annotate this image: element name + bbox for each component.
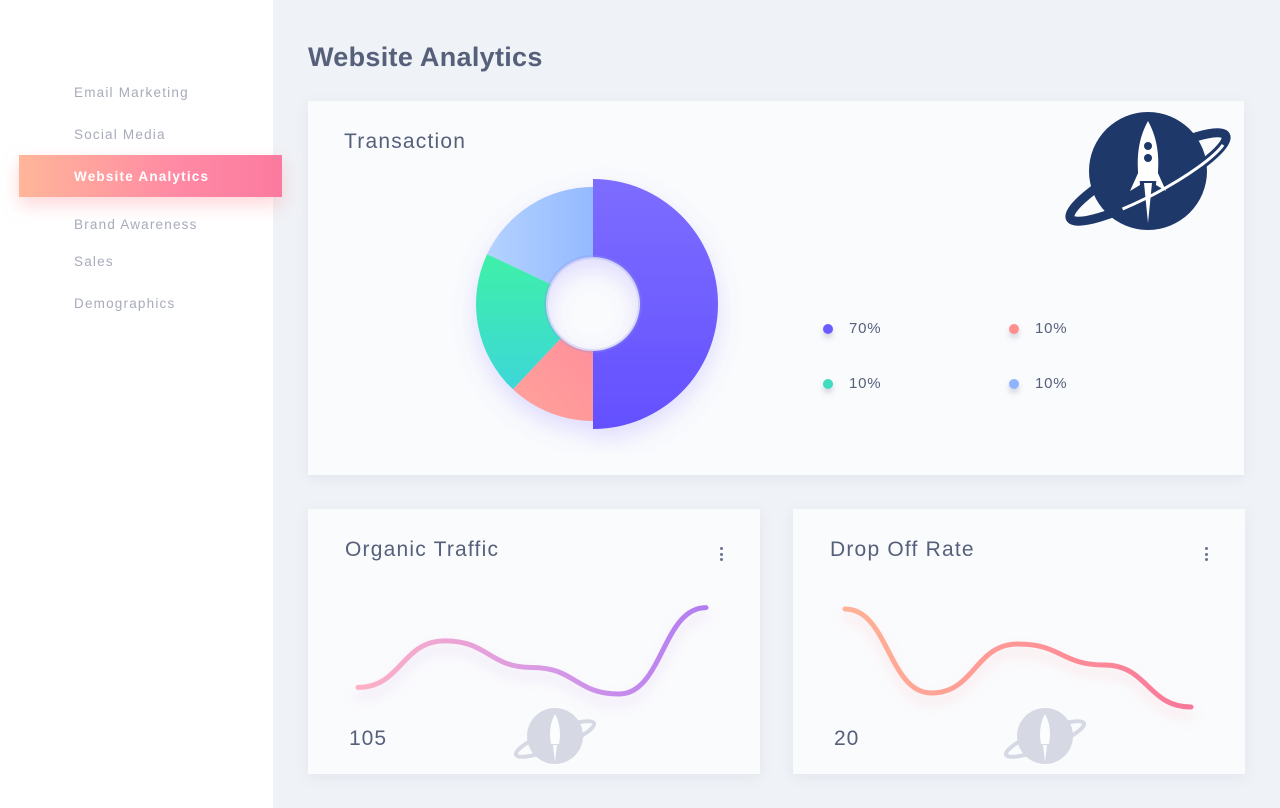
legend-label: 10%	[1035, 375, 1068, 392]
sidebar-item-demographics[interactable]: Demographics	[74, 296, 176, 311]
sidebar-item-social-media[interactable]: Social Media	[74, 127, 166, 142]
legend-item: 70%	[823, 320, 881, 337]
legend-label: 10%	[849, 375, 882, 392]
drop-off-rate-value: 20	[834, 727, 860, 750]
drop-off-rate-card: Drop Off Rate 20	[793, 509, 1245, 774]
legend-label: 70%	[849, 320, 882, 337]
drop-off-rate-title: Drop Off Rate	[830, 538, 975, 561]
sidebar-item-brand-awareness[interactable]: Brand Awareness	[74, 217, 198, 232]
donut-inner-ring	[544, 255, 642, 353]
legend-item: 10%	[823, 375, 881, 392]
donut-slice	[476, 254, 561, 390]
legend-item: 10%	[1009, 320, 1067, 337]
transaction-donut-chart	[476, 179, 718, 429]
organic-traffic-line-chart	[355, 605, 709, 764]
drop-off-rate-line-chart	[842, 606, 1194, 764]
transaction-card: Transaction 70% 10%	[308, 101, 1244, 475]
legend-label: 10%	[1035, 320, 1068, 337]
sidebar-item-label: Website Analytics	[74, 169, 210, 184]
drop-off-rate-series-line	[842, 606, 1194, 710]
legend-dot-icon	[1009, 323, 1019, 334]
donut-slice	[487, 187, 593, 284]
sidebar-item-email-marketing[interactable]: Email Marketing	[74, 85, 189, 100]
sidebar-item-sales[interactable]: Sales	[74, 254, 114, 269]
sidebar: Email Marketing Social Media Brand Aware…	[0, 0, 273, 808]
donut-slice	[593, 179, 718, 429]
organic-traffic-title: Organic Traffic	[345, 538, 500, 561]
sidebar-item-website-analytics[interactable]: Website Analytics	[19, 155, 282, 197]
organic-traffic-card: Organic Traffic 105	[308, 509, 760, 774]
legend-dot-icon	[823, 323, 833, 334]
legend-item: 10%	[1009, 375, 1067, 392]
transaction-title: Transaction	[344, 130, 467, 153]
page-title: Website Analytics	[308, 42, 543, 72]
legend-dot-icon	[823, 378, 833, 389]
organic-traffic-series-line	[355, 605, 709, 697]
rocket-planet-icon	[1065, 112, 1231, 230]
organic-traffic-value: 105	[349, 727, 388, 750]
donut-slice	[512, 338, 593, 421]
more-vertical-icon[interactable]	[1199, 544, 1213, 564]
legend-dot-icon	[1009, 378, 1019, 389]
more-vertical-icon[interactable]	[714, 544, 728, 564]
